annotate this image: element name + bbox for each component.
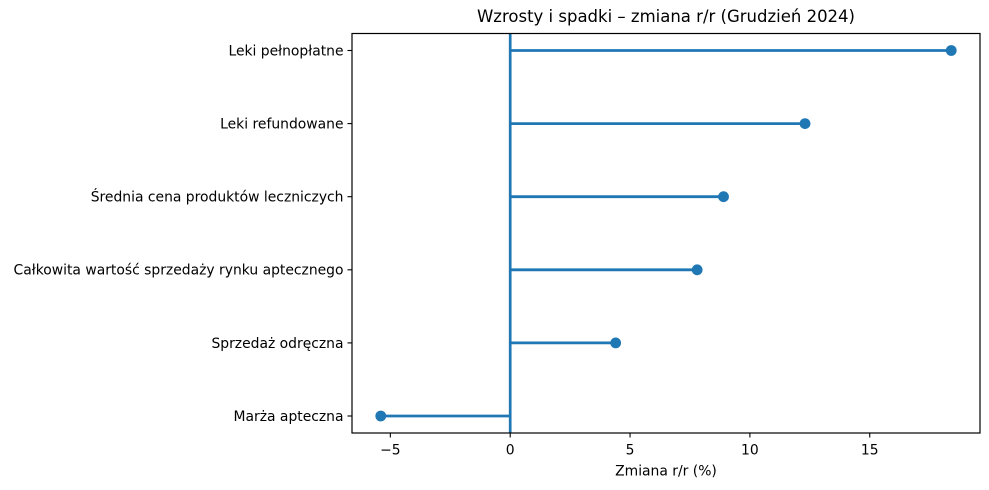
data-point <box>691 264 703 276</box>
data-point <box>610 337 622 349</box>
x-tick-label: 10 <box>741 443 759 459</box>
data-point <box>718 191 729 203</box>
plot-frame <box>351 32 981 434</box>
data-point <box>375 410 387 422</box>
y-tick-label: Sprzedaż odręczna <box>211 336 343 352</box>
y-tick-label: Leki pełnopłatne <box>228 43 343 59</box>
data-point <box>799 118 811 129</box>
y-tick-label: Średnia cena produktów leczniczych <box>91 188 344 206</box>
x-tick-label: −5 <box>380 443 400 459</box>
y-tick-label: Marża apteczna <box>234 409 344 425</box>
y-tick-label: Całkowita wartość sprzedaży rynku aptecz… <box>14 263 344 279</box>
data-point <box>945 45 957 56</box>
x-tick-label: 0 <box>506 443 515 459</box>
x-axis-label: Zmiana r/r (%) <box>615 464 717 480</box>
x-tick-label: 5 <box>626 443 635 459</box>
plot-area: Leki pełnopłatne Leki refundowane Średnia … <box>14 32 981 459</box>
chart-title: Wzrosty i spadki – zmiana r/r (Grudzień … <box>477 7 855 26</box>
x-tick-label: 15 <box>861 443 879 459</box>
y-tick-label: Leki refundowane <box>220 117 343 133</box>
